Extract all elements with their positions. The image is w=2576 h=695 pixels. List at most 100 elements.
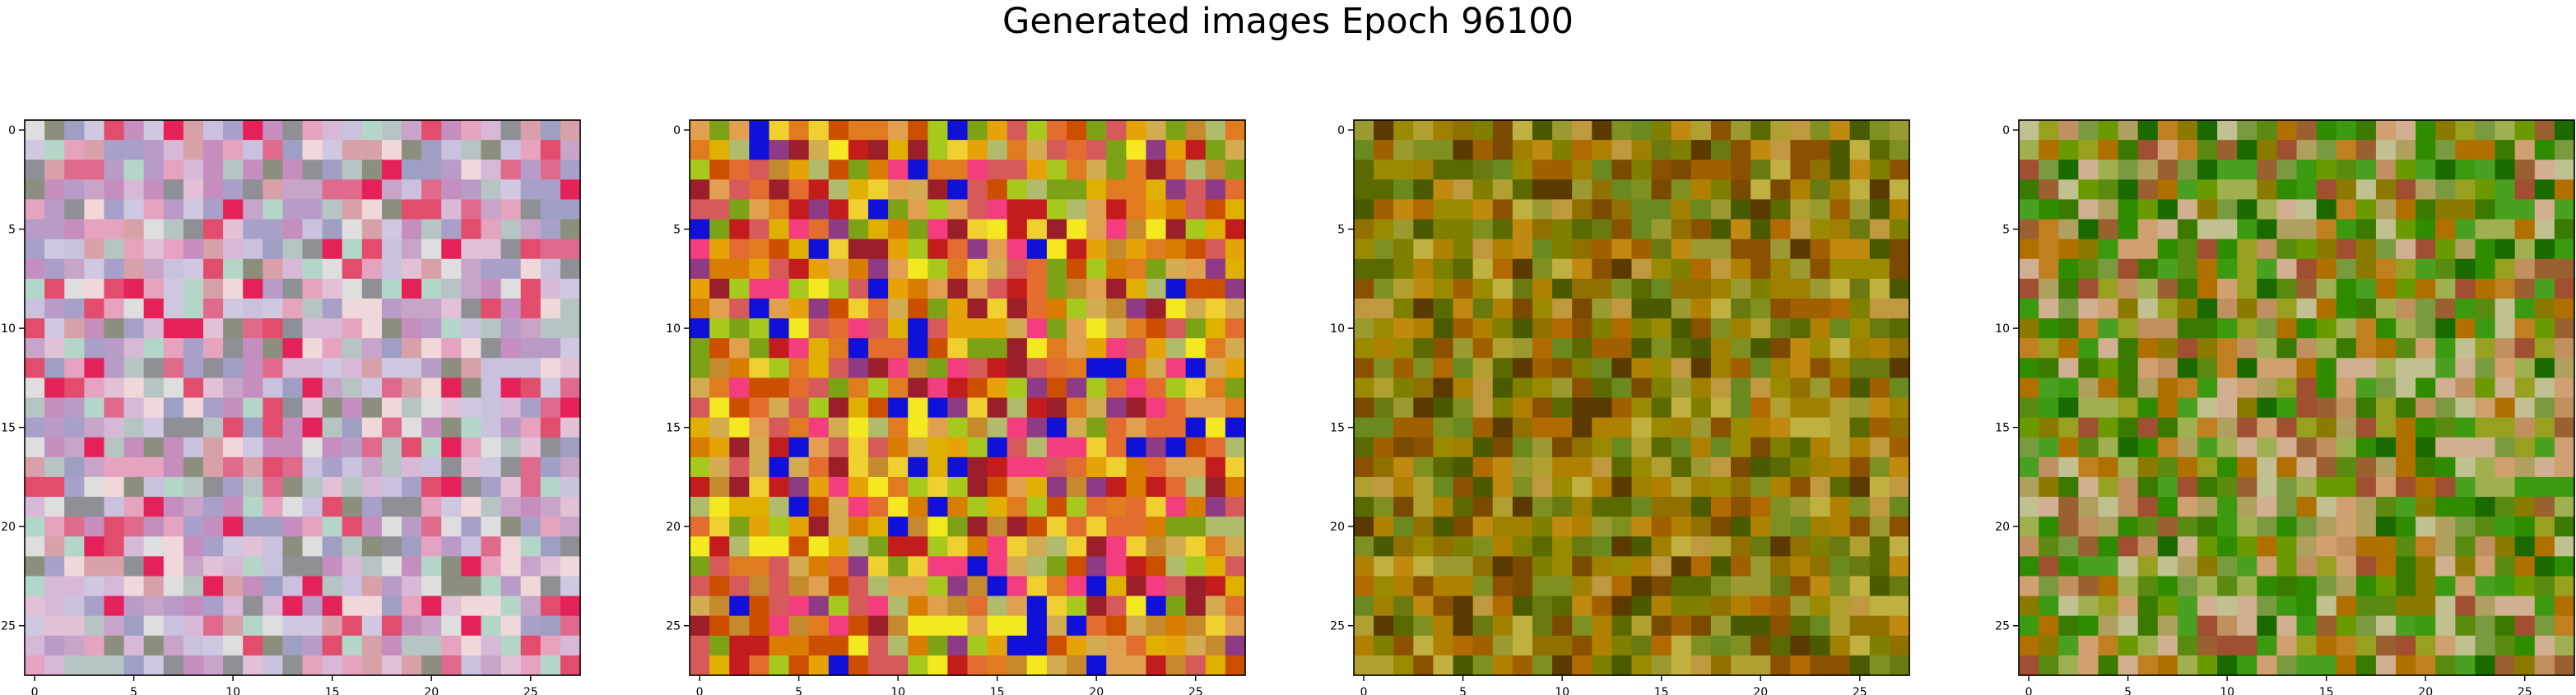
pixel: [1611, 595, 1633, 617]
pixel: [729, 655, 750, 676]
pixel: [2237, 437, 2257, 458]
pixel: [928, 179, 948, 201]
pixel: [2534, 595, 2555, 617]
pixel: [2078, 556, 2099, 577]
pixel: [1849, 517, 1871, 537]
pixel: [808, 120, 830, 141]
pixel: [967, 497, 988, 517]
pixel: [1046, 199, 1067, 220]
pixel: [1532, 140, 1553, 160]
pixel: [808, 595, 830, 617]
pixel: [848, 298, 869, 319]
pixel: [461, 576, 482, 597]
pixel: [25, 437, 45, 458]
pixel: [1710, 120, 1732, 141]
pixel: [1046, 239, 1067, 260]
pixel: [2475, 258, 2496, 280]
pixel: [1611, 397, 1633, 419]
pixel: [2554, 338, 2575, 359]
pixel: [1354, 417, 1374, 438]
pixel: [1185, 615, 1207, 637]
pixel: [2237, 358, 2257, 378]
pixel: [1532, 595, 1553, 617]
pixel: [1165, 397, 1187, 419]
pixel: [123, 199, 145, 220]
pixel: [987, 258, 1008, 280]
pixel: [381, 338, 402, 359]
pixel: [1532, 536, 1553, 557]
pixel: [808, 556, 830, 577]
pixel: [2257, 219, 2277, 240]
pixel: [183, 635, 204, 656]
pixel: [908, 655, 928, 676]
pixel: [947, 278, 969, 299]
pixel: [928, 517, 948, 537]
pixel: [928, 456, 948, 478]
pixel: [947, 258, 969, 280]
pixel: [848, 338, 869, 359]
pixel: [263, 298, 283, 319]
pixel: [1552, 358, 1573, 378]
pixel: [163, 517, 184, 537]
pixel: [1354, 635, 1374, 656]
pixel: [2197, 179, 2218, 201]
pixel: [1631, 437, 1653, 458]
pixel: [1453, 497, 1474, 517]
pixel: [2455, 258, 2476, 280]
pixel: [1770, 160, 1791, 180]
pixel: [828, 378, 849, 399]
pixel: [1205, 456, 1226, 478]
pixel: [1165, 338, 1187, 359]
pixel: [1067, 556, 1087, 577]
pixel: [1830, 635, 1851, 656]
pixel: [2137, 378, 2159, 399]
pixel: [1830, 278, 1851, 299]
pixel: [2019, 437, 2039, 458]
pixel: [1611, 219, 1633, 240]
pixel: [749, 239, 770, 260]
pixel: [1165, 576, 1187, 597]
pixel: [947, 120, 969, 141]
pixel: [769, 417, 790, 438]
pixel: [709, 635, 730, 656]
pixel: [947, 179, 969, 201]
pixel: [928, 536, 948, 557]
pixel: [2137, 456, 2159, 478]
pixel: [947, 655, 969, 676]
pixel: [1393, 199, 1414, 220]
pixel: [322, 397, 343, 419]
pixel: [202, 437, 224, 458]
pixel: [928, 199, 948, 220]
pixel: [1413, 278, 1434, 299]
pixel: [263, 397, 283, 419]
pixel: [2197, 258, 2218, 280]
pixel: [2534, 456, 2555, 478]
pixel: [1690, 576, 1712, 597]
pixel: [709, 239, 730, 260]
pixel: [25, 615, 45, 637]
pixel: [2058, 318, 2079, 339]
pixel: [1007, 476, 1028, 498]
pixel: [1374, 655, 1394, 676]
pixel: [1651, 219, 1672, 240]
pixel: [1067, 517, 1087, 537]
pixel: [2217, 397, 2238, 419]
pixel: [1810, 140, 1831, 160]
pixel: [749, 595, 770, 617]
pixel: [1731, 258, 1751, 280]
pixel: [1710, 476, 1732, 498]
pixel: [1611, 179, 1633, 201]
pixel: [2276, 378, 2298, 399]
pixel: [183, 397, 204, 419]
pixel: [342, 615, 363, 637]
pixel: [908, 298, 928, 319]
pixel: [1086, 397, 1107, 419]
pixel: [282, 358, 304, 378]
pixel: [2217, 160, 2238, 180]
pixel: [2416, 378, 2436, 399]
pixel: [709, 576, 730, 597]
pixel: [1354, 318, 1374, 339]
pixel: [500, 239, 522, 260]
pixel: [1552, 517, 1573, 537]
pixel: [1869, 556, 1890, 577]
